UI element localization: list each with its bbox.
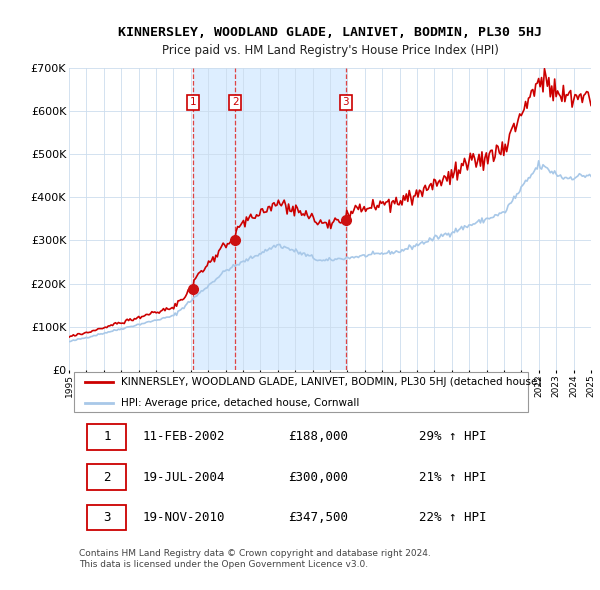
Text: KINNERSLEY, WOODLAND GLADE, LANIVET, BODMIN, PL30 5HJ (detached house): KINNERSLEY, WOODLAND GLADE, LANIVET, BOD… <box>121 376 542 386</box>
Text: Contains HM Land Registry data © Crown copyright and database right 2024.
This d: Contains HM Land Registry data © Crown c… <box>79 549 431 569</box>
Text: £347,500: £347,500 <box>288 511 348 524</box>
Text: 2: 2 <box>103 471 111 484</box>
Text: £188,000: £188,000 <box>288 430 348 444</box>
FancyBboxPatch shape <box>87 464 127 490</box>
FancyBboxPatch shape <box>87 424 127 450</box>
Text: 1: 1 <box>103 430 111 444</box>
Text: 3: 3 <box>343 97 349 107</box>
Bar <box>193 68 235 370</box>
Text: 19-NOV-2010: 19-NOV-2010 <box>142 511 224 524</box>
Text: 19-JUL-2004: 19-JUL-2004 <box>142 471 224 484</box>
FancyBboxPatch shape <box>74 372 529 412</box>
Text: KINNERSLEY, WOODLAND GLADE, LANIVET, BODMIN, PL30 5HJ: KINNERSLEY, WOODLAND GLADE, LANIVET, BOD… <box>118 26 542 39</box>
Text: 11-FEB-2002: 11-FEB-2002 <box>142 430 224 444</box>
Text: 29% ↑ HPI: 29% ↑ HPI <box>419 430 486 444</box>
Text: 1: 1 <box>190 97 196 107</box>
Text: Price paid vs. HM Land Registry's House Price Index (HPI): Price paid vs. HM Land Registry's House … <box>161 44 499 57</box>
Text: 2: 2 <box>232 97 238 107</box>
Text: £300,000: £300,000 <box>288 471 348 484</box>
Text: HPI: Average price, detached house, Cornwall: HPI: Average price, detached house, Corn… <box>121 398 359 408</box>
Text: 3: 3 <box>103 511 111 524</box>
Bar <box>235 68 346 370</box>
Text: 22% ↑ HPI: 22% ↑ HPI <box>419 511 486 524</box>
FancyBboxPatch shape <box>87 504 127 530</box>
Text: 21% ↑ HPI: 21% ↑ HPI <box>419 471 486 484</box>
